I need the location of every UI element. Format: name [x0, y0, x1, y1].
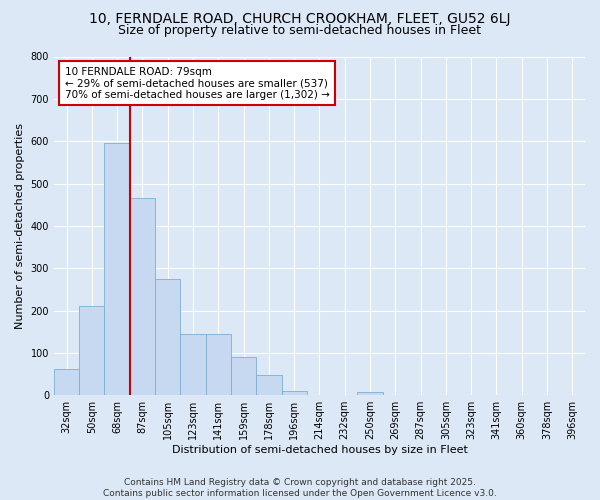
Text: Contains HM Land Registry data © Crown copyright and database right 2025.
Contai: Contains HM Land Registry data © Crown c… [103, 478, 497, 498]
Bar [104, 144, 130, 395]
Bar [358, 392, 383, 395]
Text: Size of property relative to semi-detached houses in Fleet: Size of property relative to semi-detach… [119, 24, 482, 37]
Bar [281, 391, 307, 395]
Bar [155, 279, 181, 395]
Bar [130, 198, 155, 395]
Bar [206, 334, 231, 395]
X-axis label: Distribution of semi-detached houses by size in Fleet: Distribution of semi-detached houses by … [172, 445, 467, 455]
Y-axis label: Number of semi-detached properties: Number of semi-detached properties [15, 123, 25, 329]
Bar [54, 369, 79, 395]
Bar [256, 376, 281, 395]
Bar [79, 306, 104, 395]
Bar [231, 357, 256, 395]
Text: 10, FERNDALE ROAD, CHURCH CROOKHAM, FLEET, GU52 6LJ: 10, FERNDALE ROAD, CHURCH CROOKHAM, FLEE… [89, 12, 511, 26]
Bar [181, 334, 206, 395]
Text: 10 FERNDALE ROAD: 79sqm
← 29% of semi-detached houses are smaller (537)
70% of s: 10 FERNDALE ROAD: 79sqm ← 29% of semi-de… [65, 66, 329, 100]
